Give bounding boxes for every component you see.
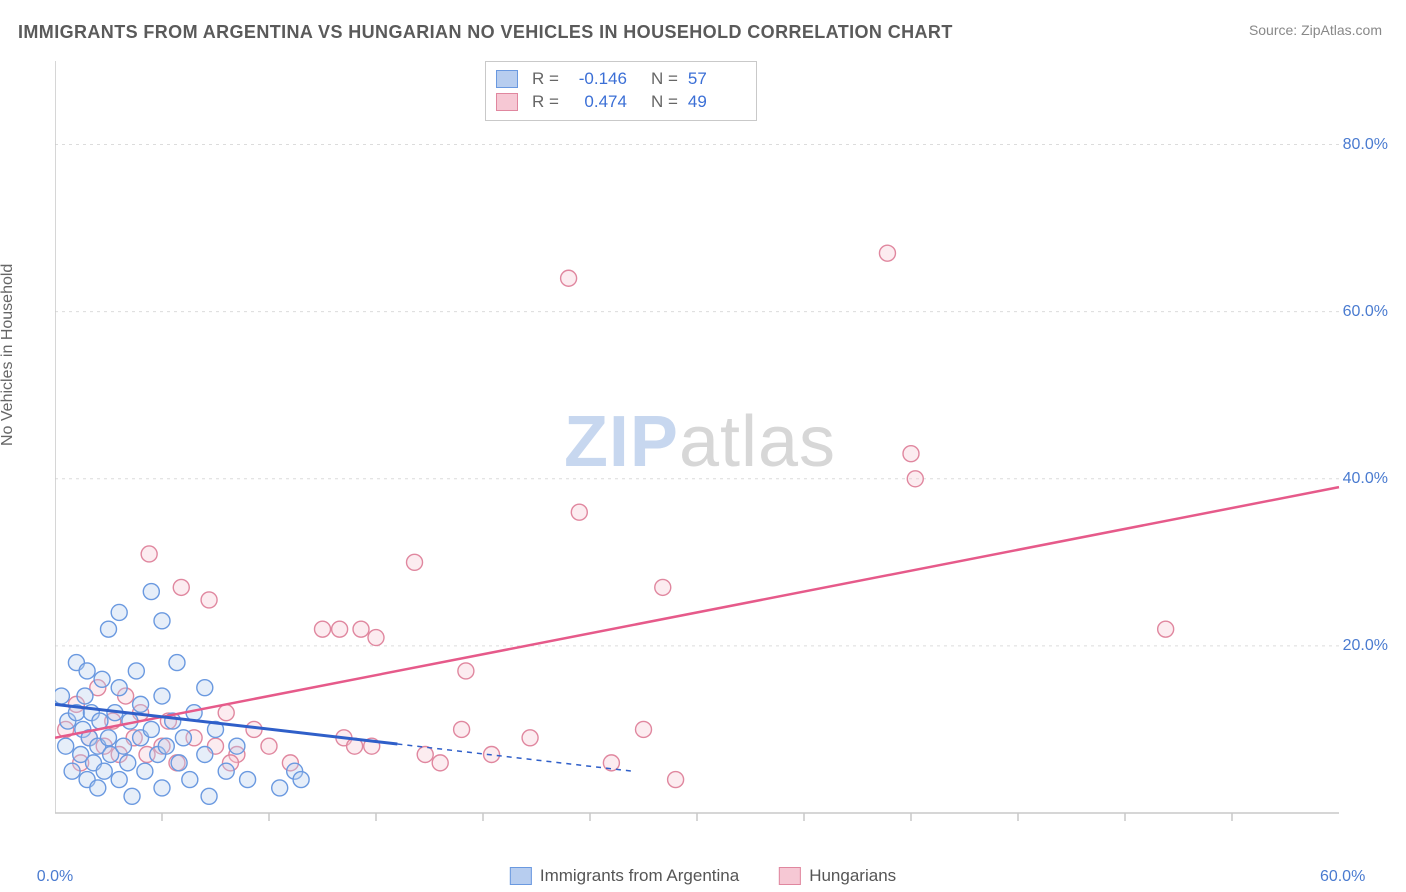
stat-r-value: -0.146 bbox=[569, 68, 627, 91]
y-tick-label: 60.0% bbox=[1343, 303, 1388, 321]
legend-label: Immigrants from Argentina bbox=[540, 866, 739, 886]
stat-n-value: 57 bbox=[688, 68, 746, 91]
legend-swatch bbox=[496, 93, 518, 111]
legend-item: Hungarians bbox=[779, 866, 896, 886]
source-attribution: Source: ZipAtlas.com bbox=[1249, 22, 1382, 38]
chart-title: IMMIGRANTS FROM ARGENTINA VS HUNGARIAN N… bbox=[18, 22, 953, 43]
legend-item: Immigrants from Argentina bbox=[510, 866, 739, 886]
stat-n-value: 49 bbox=[688, 91, 746, 114]
stat-r-label: R = bbox=[532, 91, 559, 114]
legend-swatch bbox=[510, 867, 532, 885]
y-tick-label: 40.0% bbox=[1343, 470, 1388, 488]
stat-n-label: N = bbox=[651, 68, 678, 91]
x-tick-label: 0.0% bbox=[37, 868, 73, 886]
y-axis-label: No Vehicles in Household bbox=[0, 264, 17, 446]
legend-label: Hungarians bbox=[809, 866, 896, 886]
y-tick-label: 20.0% bbox=[1343, 637, 1388, 655]
correlation-stats-box: R = -0.146 N = 57 R = 0.474 N = 49 bbox=[485, 61, 757, 121]
y-tick-label: 80.0% bbox=[1343, 136, 1388, 154]
stats-row: R = -0.146 N = 57 bbox=[496, 68, 746, 91]
stats-row: R = 0.474 N = 49 bbox=[496, 91, 746, 114]
scatter-chart bbox=[55, 55, 1345, 845]
stat-n-label: N = bbox=[651, 91, 678, 114]
legend-swatch bbox=[779, 867, 801, 885]
stat-r-label: R = bbox=[532, 68, 559, 91]
stat-r-value: 0.474 bbox=[569, 91, 627, 114]
x-tick-label: 60.0% bbox=[1320, 868, 1365, 886]
legend-swatch bbox=[496, 70, 518, 88]
chart-legend: Immigrants from Argentina Hungarians bbox=[510, 866, 896, 886]
chart-plot-area: ZIPatlas R =-0.146N =57R =0.474N =49 bbox=[55, 55, 1345, 845]
